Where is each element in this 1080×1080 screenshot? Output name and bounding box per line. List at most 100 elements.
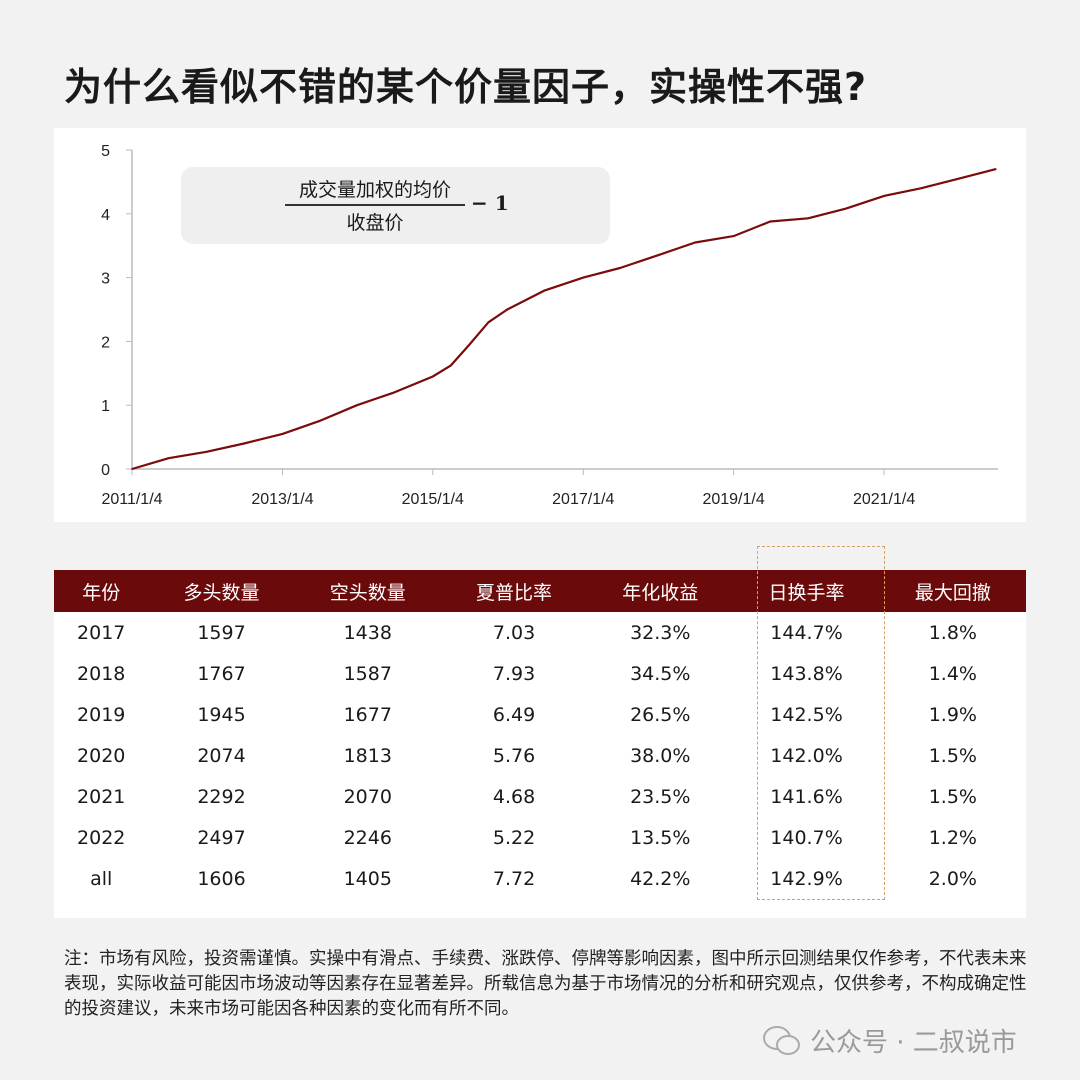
- table-cell: 1405: [343, 867, 392, 890]
- data-point: [694, 241, 696, 244]
- page-title: 为什么看似不错的某个价量因子，实操性不强?: [64, 65, 868, 109]
- data-point: [281, 433, 284, 435]
- column-header: 多头数量: [148, 570, 295, 612]
- table-cell: 1.5%: [928, 785, 977, 808]
- x-tick-label: 2013/1/4: [251, 491, 313, 508]
- table-cell: 2022: [77, 826, 126, 849]
- data-point: [883, 195, 885, 197]
- table-cell: 2019: [77, 703, 126, 726]
- table-cell: 7.72: [492, 867, 536, 890]
- formula-box: 成交量加权的均价 收盘价 − 1: [181, 167, 610, 244]
- table-cell: 1.4%: [928, 662, 977, 685]
- table-row: 2021 2292 2070 4.68 23.5% 141.6% 1.5%: [54, 776, 1026, 817]
- y-tick-label: 5: [101, 143, 110, 160]
- table-cell: 5.22: [492, 826, 536, 849]
- data-point: [318, 420, 320, 422]
- table-cell: 4.68: [492, 785, 536, 808]
- table-cell: 13.5%: [630, 826, 691, 849]
- data-point: [432, 375, 434, 378]
- stats-table-panel: 年份 多头数量 空头数量 夏普比率 年化收益 日换手率 最大回撤 2017 1597 1438 7…: [54, 570, 1026, 918]
- table-cell: 1945: [197, 703, 246, 726]
- line-chart: 0 1 2 3 4 5 2011/1/4 2013/1/4 2015/1/4 2017/1/4 20…: [101, 143, 998, 508]
- table-cell: 2246: [343, 826, 392, 849]
- data-point: [732, 235, 735, 237]
- table-row: 2020 2074 1813 5.76 38.0% 142.0% 1.5%: [54, 735, 1026, 776]
- stats-table: 年份 多头数量 空头数量 夏普比率 年化收益 日换手率 最大回撤 2017 1597 1438 7…: [54, 570, 1026, 899]
- table-cell: 42.2%: [630, 867, 691, 890]
- table-cell: 38.0%: [630, 744, 691, 767]
- table-cell: 2292: [197, 785, 246, 808]
- table-cell: 143.8%: [770, 662, 843, 685]
- data-point: [449, 364, 452, 367]
- data-point: [544, 289, 546, 292]
- table-cell: 144.7%: [770, 621, 843, 644]
- column-header: 夏普比率: [440, 570, 588, 612]
- data-point: [919, 187, 922, 190]
- table-cell: 2021: [77, 785, 126, 808]
- watermark-text: 公众号 · 二叔说市: [810, 1028, 1017, 1058]
- data-point: [393, 391, 396, 394]
- data-point: [769, 220, 772, 223]
- x-tick-label: 2011/1/4: [101, 491, 162, 508]
- y-tick-label: 3: [101, 271, 110, 288]
- table-cell: 1813: [343, 744, 392, 767]
- data-point: [167, 457, 170, 459]
- data-point: [807, 217, 809, 220]
- table-cell: 2497: [197, 826, 246, 849]
- x-tick-label: 2015/1/4: [402, 491, 464, 508]
- table-cell: 2074: [197, 744, 246, 767]
- formula-suffix: − 1: [471, 191, 509, 215]
- data-point: [657, 254, 659, 257]
- table-cell: all: [90, 867, 113, 890]
- table-cell: 23.5%: [630, 785, 691, 808]
- table-cell: 2018: [77, 662, 126, 685]
- table-cell: 2.0%: [928, 867, 977, 890]
- formula-denominator: 收盘价: [346, 212, 404, 234]
- column-header: 最大回撤: [879, 570, 1026, 612]
- table-cell: 5.76: [492, 744, 536, 767]
- table-cell: 142.0%: [770, 744, 843, 767]
- table-cell: 2020: [77, 744, 126, 767]
- data-point: [356, 404, 358, 407]
- table-row: 2017 1597 1438 7.03 32.3% 144.7% 1.8%: [54, 612, 1026, 653]
- column-header: 空头数量: [294, 570, 441, 612]
- table-row: 2018 1767 1587 7.93 34.5% 143.8% 1.4%: [54, 653, 1026, 694]
- disclaimer-note: 注：市场有风险，投资需谨慎。实操中有滑点、手续费、涨跌停、停牌等影响因素，图中所…: [64, 949, 1027, 1019]
- watermark: 公众号 · 二叔说市: [762, 1022, 1017, 1059]
- y-tick-label: 4: [101, 207, 110, 224]
- table-cell: 142.5%: [770, 703, 843, 726]
- table-cell: 1606: [197, 867, 246, 890]
- table-cell: 142.9%: [770, 867, 843, 890]
- table-header-row: 年份 多头数量 空头数量 夏普比率 年化收益 日换手率 最大回撤: [54, 570, 1026, 612]
- column-header: 年化收益: [587, 570, 734, 612]
- table-row: 2019 1945 1677 6.49 26.5% 142.5% 1.9%: [54, 694, 1026, 735]
- table-cell: 7.03: [492, 621, 536, 644]
- x-tick-label: 2019/1/4: [702, 491, 764, 508]
- data-point: [995, 168, 997, 170]
- y-tick-label: 1: [101, 398, 110, 415]
- table-cell: 1597: [197, 621, 246, 644]
- table-cell: 1.9%: [928, 703, 977, 726]
- data-point: [844, 207, 847, 210]
- data-point: [487, 321, 490, 324]
- table-cell: 1767: [197, 662, 246, 685]
- table-row: 2022 2497 2246 5.22 13.5% 140.7% 1.2%: [54, 817, 1026, 858]
- table-cell: 26.5%: [630, 703, 691, 726]
- data-point: [205, 450, 208, 453]
- table-cell: 2017: [77, 621, 126, 644]
- table-cell: 6.49: [492, 703, 536, 726]
- column-header: 年份: [54, 570, 149, 612]
- table-cell: 141.6%: [770, 785, 843, 808]
- table-row: all 1606 1405 7.72 42.2% 142.9% 2.0%: [54, 858, 1026, 899]
- table-cell: 34.5%: [630, 662, 691, 685]
- table-cell: 1677: [343, 703, 392, 726]
- table-cell: 1587: [343, 662, 392, 685]
- data-point: [243, 442, 245, 445]
- table-cell: 7.93: [492, 662, 536, 685]
- x-tick-label: 2021/1/4: [853, 491, 915, 508]
- formula-numerator: 成交量加权的均价: [285, 175, 465, 206]
- table-cell: 1.5%: [928, 744, 977, 767]
- data-point: [506, 308, 509, 311]
- wechat-icon: [763, 1025, 800, 1055]
- column-header: 日换手率: [733, 570, 880, 612]
